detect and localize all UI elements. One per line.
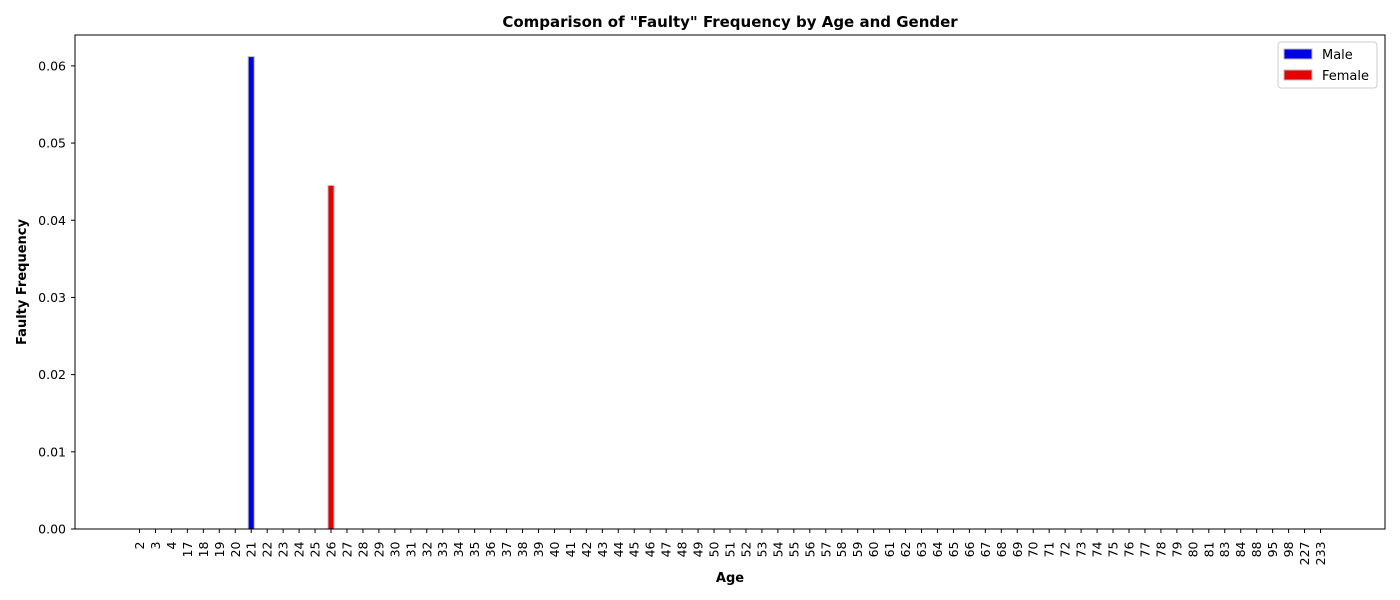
- x-tick-label: 75: [1106, 542, 1121, 558]
- x-tick-label: 43: [595, 542, 610, 558]
- x-tick-label: 47: [659, 542, 674, 558]
- chart-title: Comparison of "Faulty" Frequency by Age …: [502, 13, 958, 31]
- x-tick-label: 64: [930, 541, 945, 557]
- x-tick-label: 28: [355, 541, 370, 557]
- x-ticks: 2 3 4 17 18 19 20 21 22 23 24 25 26 27 28 29 30 31 32 33 34 3…: [132, 529, 1328, 565]
- x-tick-label: 57: [818, 542, 833, 558]
- x-tick-label: 22: [260, 542, 275, 558]
- y-tick-label: 0.03: [38, 290, 66, 305]
- x-tick-label: 67: [978, 542, 993, 558]
- y-tick-label: 0.02: [38, 367, 66, 382]
- x-tick-label: 83: [1217, 542, 1232, 558]
- y-tick-label: 0.01: [38, 444, 66, 459]
- bars-group: [247, 56, 335, 530]
- x-tick-label: 54: [770, 541, 785, 557]
- y-tick-label: 0.04: [38, 213, 66, 228]
- y-tick-label: 0.05: [38, 136, 66, 151]
- x-tick-label: 233: [1313, 542, 1328, 566]
- x-tick-label: 78: [1153, 541, 1168, 557]
- x-tick-label: 35: [467, 542, 482, 558]
- x-tick-label: 66: [962, 541, 977, 557]
- x-tick-label: 50: [707, 541, 722, 557]
- x-tick-label: 3: [148, 542, 163, 550]
- legend-swatch-male: [1283, 48, 1313, 60]
- x-tick-label: 84: [1233, 541, 1248, 557]
- x-tick-label: 24: [292, 541, 307, 557]
- x-tick-label: 40: [547, 541, 562, 557]
- x-tick-label: 31: [403, 542, 418, 558]
- x-tick-label: 38: [515, 541, 530, 557]
- x-tick-label: 60: [866, 541, 881, 557]
- y-axis-label: Faulty Frequency: [15, 219, 30, 345]
- x-tick-label: 49: [691, 541, 706, 557]
- bar-male-21: [247, 56, 255, 530]
- x-tick-label: 98: [1281, 541, 1296, 557]
- x-tick-label: 58: [834, 541, 849, 557]
- y-ticks: 0.00 0.01 0.02 0.03 0.04 0.05 0.06: [38, 58, 75, 537]
- x-tick-label: 59: [850, 541, 865, 557]
- x-tick-label: 37: [499, 542, 514, 558]
- x-tick-label: 79: [1169, 541, 1184, 557]
- x-tick-label: 25: [308, 542, 323, 558]
- x-tick-label: 34: [451, 541, 466, 557]
- plot-frame: [74, 34, 1386, 530]
- x-tick-label: 77: [1137, 542, 1152, 558]
- x-tick-label: 2: [132, 542, 147, 550]
- x-tick-label: 74: [1090, 541, 1105, 557]
- x-tick-label: 71: [1042, 542, 1057, 558]
- x-tick-label: 36: [483, 541, 498, 557]
- x-tick-label: 42: [579, 542, 594, 558]
- x-tick-label: 45: [627, 542, 642, 558]
- y-tick-label: 0.00: [38, 522, 66, 537]
- x-tick-label: 55: [786, 542, 801, 558]
- x-tick-label: 18: [196, 541, 211, 557]
- bar-female-26: [327, 185, 335, 530]
- x-tick-label: 62: [898, 542, 913, 558]
- x-tick-label: 76: [1121, 541, 1136, 557]
- x-tick-label: 65: [946, 542, 961, 558]
- x-tick-label: 33: [435, 542, 450, 558]
- legend-swatch-female: [1283, 69, 1313, 81]
- x-tick-label: 29: [371, 541, 386, 557]
- x-axis-label: Age: [716, 571, 744, 586]
- legend: Male Female: [1277, 41, 1378, 89]
- legend-label-female: Female: [1322, 69, 1369, 84]
- x-tick-label: 61: [882, 542, 897, 558]
- x-tick-label: 72: [1058, 542, 1073, 558]
- x-tick-label: 52: [738, 542, 753, 558]
- x-tick-label: 63: [914, 542, 929, 558]
- x-tick-label: 19: [212, 541, 227, 557]
- x-tick-label: 20: [228, 541, 243, 557]
- x-tick-label: 21: [244, 542, 259, 558]
- y-tick-label: 0.06: [38, 58, 66, 73]
- x-tick-label: 68: [994, 541, 1009, 557]
- x-tick-label: 32: [419, 542, 434, 558]
- x-tick-label: 26: [324, 541, 339, 557]
- x-tick-label: 88: [1249, 541, 1264, 557]
- x-tick-label: 80: [1185, 541, 1200, 557]
- x-tick-label: 23: [276, 542, 291, 558]
- x-tick-label: 46: [643, 541, 658, 557]
- x-tick-label: 69: [1010, 541, 1025, 557]
- x-tick-label: 17: [180, 542, 195, 558]
- x-tick-label: 48: [675, 541, 690, 557]
- legend-label-male: Male: [1322, 48, 1353, 63]
- x-tick-label: 227: [1297, 542, 1312, 566]
- x-tick-label: 30: [387, 541, 402, 557]
- x-tick-label: 56: [802, 541, 817, 557]
- x-tick-label: 41: [563, 542, 578, 558]
- x-tick-label: 4: [164, 541, 179, 549]
- x-tick-label: 27: [339, 542, 354, 558]
- x-tick-label: 73: [1074, 542, 1089, 558]
- x-tick-label: 81: [1201, 542, 1216, 558]
- x-tick-label: 53: [754, 542, 769, 558]
- x-tick-label: 51: [723, 542, 738, 558]
- x-tick-label: 70: [1026, 541, 1041, 557]
- x-tick-label: 95: [1265, 542, 1280, 558]
- x-tick-label: 39: [531, 541, 546, 557]
- x-tick-label: 44: [611, 541, 626, 557]
